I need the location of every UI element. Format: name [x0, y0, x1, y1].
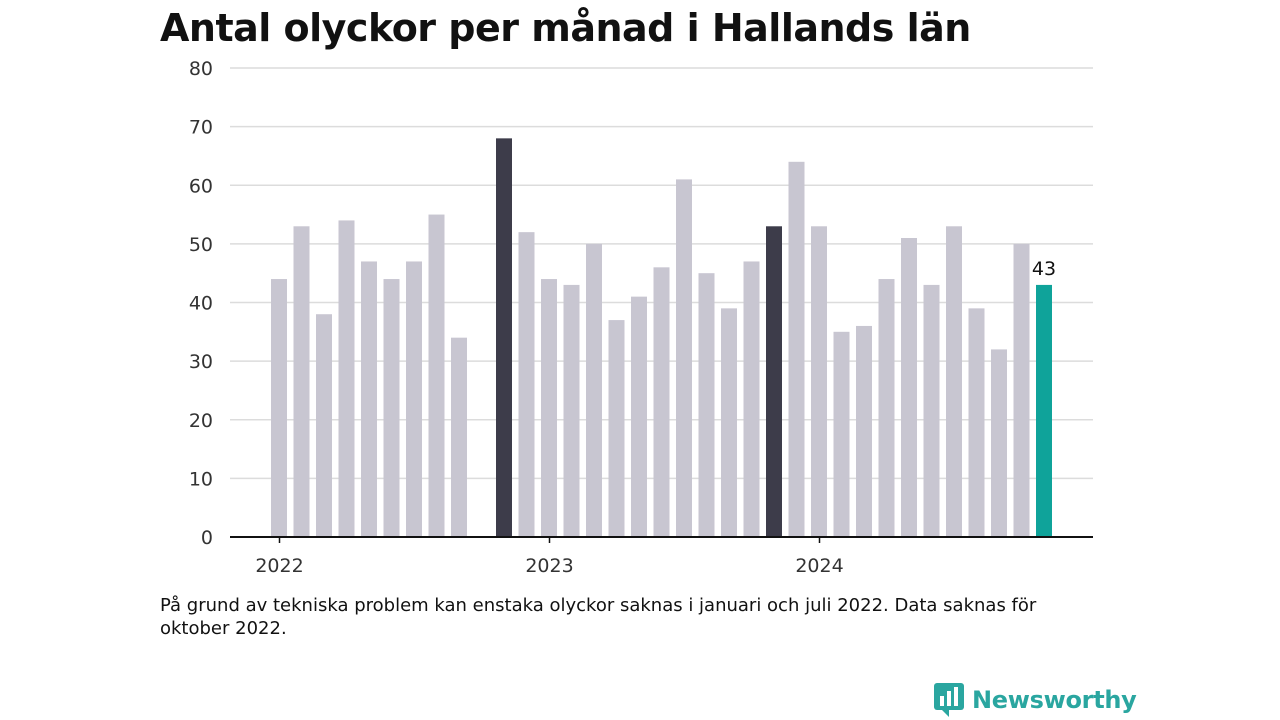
brand-logo: Newsworthy: [934, 682, 1137, 718]
bar-2024-02: [811, 226, 827, 537]
brand-name: Newsworthy: [972, 686, 1137, 714]
bar-2022-07: [383, 279, 400, 537]
bar-2024-11: [1013, 243, 1030, 537]
data-label: 43: [1032, 258, 1056, 280]
bar-2023-02: [541, 279, 557, 537]
bar-2022-02: [271, 279, 287, 537]
bar-2022-04: [316, 314, 332, 537]
bar-2023-12: [766, 226, 782, 537]
y-tick-label: 0: [201, 527, 213, 549]
bar-2023-07: [653, 267, 670, 537]
bar-2024-09: [968, 308, 985, 537]
data-labels: 43: [1032, 258, 1056, 280]
bar-2024-06: [901, 238, 917, 537]
bar-2023-10: [721, 308, 737, 537]
bar-2022-05: [338, 220, 355, 538]
bar-chart: 0 10 20 30 40 50 60 70 80 2022 2023 2024 43: [189, 58, 1093, 577]
bar-2023-05: [608, 320, 625, 537]
bar-2023-11: [743, 261, 760, 537]
y-tick-label: 40: [189, 293, 213, 315]
newsworthy-logo-icon: [934, 683, 964, 717]
bar-2024-03: [833, 331, 850, 537]
bar-2022-06: [361, 261, 377, 537]
bar-2022-08: [406, 261, 422, 537]
bar-2022-09: [428, 214, 445, 537]
bar-2023-08: [676, 179, 692, 537]
y-axis-ticks: 0 10 20 30 40 50 60 70 80: [189, 58, 213, 549]
bar-2024-01: [788, 161, 805, 538]
bar-2022-03: [293, 226, 310, 537]
y-tick-label: 50: [189, 234, 213, 256]
bar-2024-08: [946, 226, 962, 537]
bar-2023-06: [631, 296, 647, 537]
bar-2022-12: [496, 138, 512, 537]
bar-2024-07: [923, 284, 940, 537]
footnote: På grund av tekniska problem kan enstaka…: [160, 595, 1037, 639]
y-tick-label: 80: [189, 58, 213, 80]
bar-2023-04: [586, 243, 602, 537]
x-tick-label: 2024: [795, 555, 843, 577]
y-tick-label: 20: [189, 410, 213, 432]
chart-title: Antal olyckor per månad i Hallands län: [160, 6, 971, 50]
bar-2024-12: [1036, 284, 1052, 537]
bar-2023-09: [698, 273, 715, 537]
bar-2023-03: [563, 284, 580, 537]
x-tick-label: 2023: [525, 555, 573, 577]
y-tick-label: 10: [189, 468, 213, 490]
bar-2022-10: [451, 337, 467, 537]
bar-2024-04: [856, 325, 872, 537]
bar-2023-01: [518, 232, 535, 537]
bar-2024-05: [878, 279, 895, 537]
y-tick-label: 60: [189, 175, 213, 197]
bars: [271, 138, 1052, 538]
y-tick-label: 30: [189, 351, 213, 373]
x-axis-ticks: 2022 2023 2024: [255, 537, 844, 577]
x-tick-label: 2022: [255, 555, 303, 577]
bar-2024-10: [991, 349, 1007, 537]
y-tick-label: 70: [189, 117, 213, 139]
